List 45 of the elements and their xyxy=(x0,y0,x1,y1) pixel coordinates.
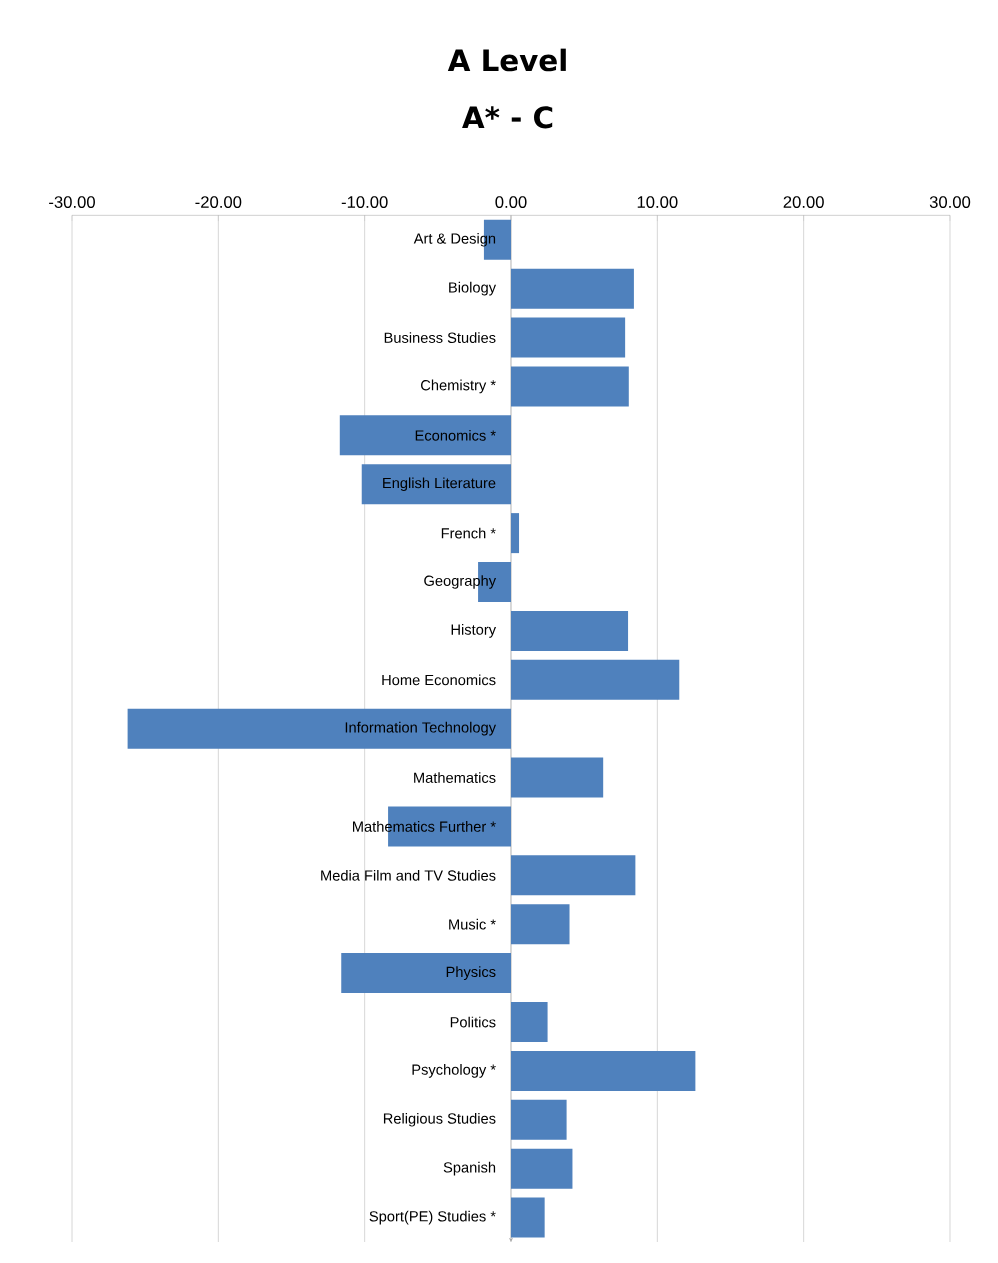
y-tick-label: Mathematics xyxy=(414,772,496,783)
bar xyxy=(511,1148,573,1189)
y-tick-label: French * xyxy=(441,527,496,539)
y-tick-label: Sport(PE) Studies * xyxy=(369,1210,496,1225)
bar xyxy=(511,757,604,798)
bar xyxy=(127,708,511,749)
x-tick-label: 0.00 xyxy=(495,196,527,208)
bar xyxy=(511,268,634,309)
bar xyxy=(339,415,511,456)
y-tick-label: Spanish xyxy=(443,1161,496,1176)
y-tick-label: Biology xyxy=(449,281,497,296)
y-tick-label: Business Studies xyxy=(384,332,496,343)
x-tick-label: 20.00 xyxy=(783,196,824,208)
bar xyxy=(511,1050,696,1091)
bar xyxy=(511,904,570,945)
y-tick-label: Information Technology xyxy=(345,721,497,736)
bar xyxy=(511,1002,548,1043)
bar xyxy=(511,1099,567,1140)
y-tick-label: Physics xyxy=(446,966,496,980)
x-tick-label: -20.00 xyxy=(195,196,242,208)
bar xyxy=(511,513,520,554)
y-tick-label: Economics * xyxy=(415,429,496,441)
x-tick-label: -30.00 xyxy=(49,196,95,208)
x-tick-label: 30.00 xyxy=(929,196,971,208)
y-tick-label: History xyxy=(451,624,497,638)
y-tick-label: Chemistry * xyxy=(421,379,496,394)
y-tick-label: Psychology * xyxy=(412,1064,496,1078)
y-tick-label: Media Film and TV Studies xyxy=(321,869,496,881)
y-tick-label: Music * xyxy=(449,918,496,930)
bar xyxy=(511,366,629,407)
bar xyxy=(361,464,511,505)
chart-title: A Level xyxy=(447,48,566,72)
bar xyxy=(341,953,511,994)
bar xyxy=(511,659,680,700)
bar xyxy=(511,1197,545,1238)
y-tick-label: Home Economics xyxy=(382,674,496,686)
y-tick-label: English Literature xyxy=(383,477,496,492)
y-tick-label: Religious Studies xyxy=(383,1112,496,1127)
y-tick-label: Politics xyxy=(450,1016,496,1028)
bar xyxy=(511,610,629,651)
x-tick-label: 10.00 xyxy=(637,196,678,208)
x-tick-label: -10.00 xyxy=(341,196,388,208)
chart-subtitle: A* - C xyxy=(462,106,553,129)
bar xyxy=(511,855,636,896)
bar xyxy=(511,317,626,358)
